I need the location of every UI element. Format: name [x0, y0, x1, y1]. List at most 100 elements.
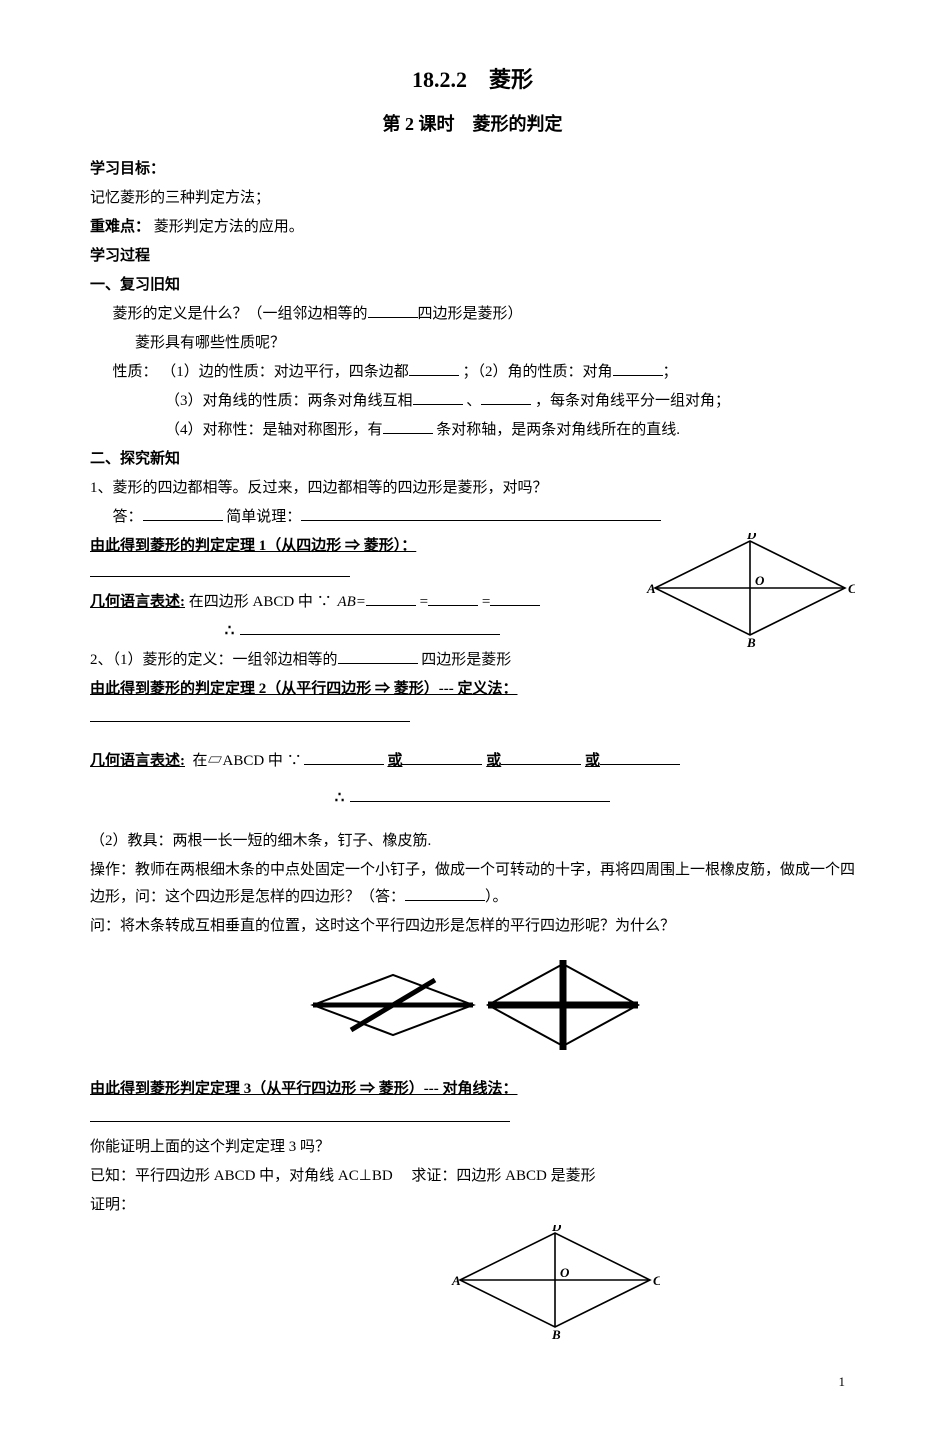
geo1a: 在四边形 ABCD 中 — [189, 594, 313, 610]
lesson-number: 第 2 课时 — [383, 114, 455, 134]
section-number: 18.2.2 — [412, 67, 467, 92]
svg-text:O: O — [755, 573, 765, 588]
explore-q1: 1、菱形的四边都相等。反过来，四边都相等的四边形是菱形，对吗？ — [90, 475, 855, 502]
operation2: 问：将木条转成互相垂直的位置，这时这个平行四边形是怎样的平行四边形呢？为什么？ — [90, 913, 855, 940]
geo2: 几何语言表述: 在▱ABCD 中 或 或 或 — [90, 748, 855, 775]
blank — [600, 749, 680, 765]
prop-label: 性质： — [113, 364, 158, 380]
p3b: 、 — [466, 393, 481, 409]
svg-text:O: O — [560, 1265, 570, 1280]
blank — [90, 561, 350, 577]
therefore2 — [90, 785, 855, 812]
section-name: 菱形 — [489, 67, 533, 92]
rhombus-diagram-1: A C D B O — [645, 533, 855, 648]
theorem3-label: 由此得到菱形判定定理 3（从平行四边形 ⇒ 菱形）--- 对角线法： — [90, 1081, 518, 1097]
therefore-symbol — [225, 623, 241, 639]
rhombus-diagram-2: A C D B O — [450, 1225, 855, 1340]
blank — [428, 590, 478, 606]
because-symbol — [287, 753, 304, 769]
given: 已知：平行四边形 ABCD 中，对角线 AC⊥BD — [90, 1168, 393, 1184]
lesson-topic: 菱形的判定 — [473, 114, 563, 134]
theorem2-blank — [90, 705, 855, 732]
theorem3: 由此得到菱形判定定理 3（从平行四边形 ⇒ 菱形）--- 对角线法： — [90, 1076, 855, 1103]
review-heading: 一、复习旧知 — [90, 272, 855, 299]
blank — [338, 648, 418, 664]
blank — [490, 590, 540, 606]
cross-svg — [303, 950, 643, 1060]
p1c: ； — [663, 364, 678, 380]
geo2-label: 几何语言表述: — [90, 753, 185, 769]
review-p4: （4）对称性：是轴对称图形，有 条对称轴，是两条对角线所在的直线. — [90, 417, 855, 444]
blank — [143, 505, 223, 521]
blank — [366, 590, 416, 606]
objective-line: 记忆菱形的三种判定方法； — [90, 185, 855, 212]
proof-label: 证明： — [90, 1192, 855, 1219]
svg-text:A: A — [451, 1273, 461, 1288]
blank — [304, 749, 384, 765]
blank — [368, 302, 418, 318]
operation1: 操作：教师在两根细木条的中点处固定一个小钉子，做成一个可转动的十字，再将四周围上… — [90, 857, 855, 911]
p1b: ；（2）角的性质：对角 — [463, 364, 613, 380]
given-toprove: 已知：平行四边形 ABCD 中，对角线 AC⊥BD 求证：四边形 ABCD 是菱… — [90, 1163, 855, 1190]
theorem3-blank — [90, 1105, 855, 1132]
geo-label: 几何语言表述: — [90, 594, 185, 610]
p4a: （4）对称性：是轴对称图形，有 — [165, 422, 383, 438]
svg-text:C: C — [848, 581, 855, 596]
doc-title: 18.2.2 菱形 — [90, 60, 855, 100]
difficulty-label: 重难点： — [90, 219, 150, 235]
review-q1a: 菱形的定义是什么？（一组邻边相等的 — [113, 306, 368, 322]
theorem2: 由此得到菱形的判定定理 2（从平行四边形 ⇒ 菱形）--- 定义法： — [90, 676, 855, 703]
rhombus-svg-2: A C D B O — [450, 1225, 660, 1340]
cross-diagrams — [90, 950, 855, 1060]
review-q1: 菱形的定义是什么？（一组邻边相等的 四边形是菱形） — [90, 301, 855, 328]
review-q2: 菱形具有哪些性质呢？ — [90, 330, 855, 357]
explore-heading: 二、探究新知 — [90, 446, 855, 473]
blank — [413, 389, 463, 405]
review-props: 性质： （1）边的性质：对边平行，四条边都 ；（2）角的性质：对角 ； — [90, 359, 855, 386]
because-symbol — [317, 594, 334, 610]
blank — [409, 360, 459, 376]
doc-subtitle: 第 2 课时 菱形的判定 — [90, 108, 855, 140]
blank — [405, 885, 485, 901]
svg-text:D: D — [746, 533, 757, 542]
geo2a: 在▱ABCD 中 — [193, 753, 283, 769]
svg-text:D: D — [551, 1225, 562, 1234]
explore-q2: 2、（1）菱形的定义：一组邻边相等的 四边形是菱形 — [90, 647, 855, 674]
p3a: （3）对角线的性质：两条对角线互相 — [165, 393, 413, 409]
op1b: ）。 — [485, 889, 508, 905]
theorem2-label: 由此得到菱形的判定定理 2（从平行四边形 ⇒ 菱形）--- 定义法： — [90, 681, 518, 697]
review-p3: （3）对角线的性质：两条对角线互相 、 ，每条对角线平分一组对角； — [90, 388, 855, 415]
blank — [481, 389, 531, 405]
eq2: = — [482, 594, 490, 610]
p1a: （1）边的性质：对边平行，四条边都 — [161, 364, 409, 380]
tool-line: （2）教具：两根一长一短的细木条，钉子、橡皮筋. — [90, 828, 855, 855]
svg-text:B: B — [746, 635, 756, 648]
or3: 或 — [585, 753, 600, 769]
process-heading: 学习过程 — [90, 243, 855, 270]
prove-q: 你能证明上面的这个判定定理 3 吗？ — [90, 1134, 855, 1161]
rhombus-svg: A C D B O — [645, 533, 855, 648]
blank — [383, 418, 433, 434]
svg-text:B: B — [551, 1327, 561, 1340]
theorem1-label: 由此得到菱形的判定定理 1（从四边形 ⇒ 菱形）： — [90, 538, 416, 554]
svg-text:A: A — [646, 581, 656, 596]
blank — [613, 360, 663, 376]
geo1b: AB= — [337, 594, 365, 610]
reason-label: 简单说理： — [226, 509, 301, 525]
blank — [90, 706, 410, 722]
difficulty-text: 菱形判定方法的应用。 — [154, 219, 304, 235]
ans-label: 答： — [113, 509, 143, 525]
q2b: 四边形是菱形 — [421, 652, 511, 668]
page-number: 1 — [90, 1370, 855, 1393]
therefore-symbol — [335, 790, 351, 806]
review-q1b: 四边形是菱形） — [418, 306, 523, 322]
or2: 或 — [486, 753, 501, 769]
svg-text:C: C — [653, 1273, 660, 1288]
explore-ans: 答： 简单说理： — [90, 504, 855, 531]
blank — [501, 749, 581, 765]
blank — [350, 786, 610, 802]
p3c: ，每条对角线平分一组对角； — [535, 393, 730, 409]
blank — [402, 749, 482, 765]
blank — [90, 1106, 510, 1122]
blank — [301, 505, 661, 521]
